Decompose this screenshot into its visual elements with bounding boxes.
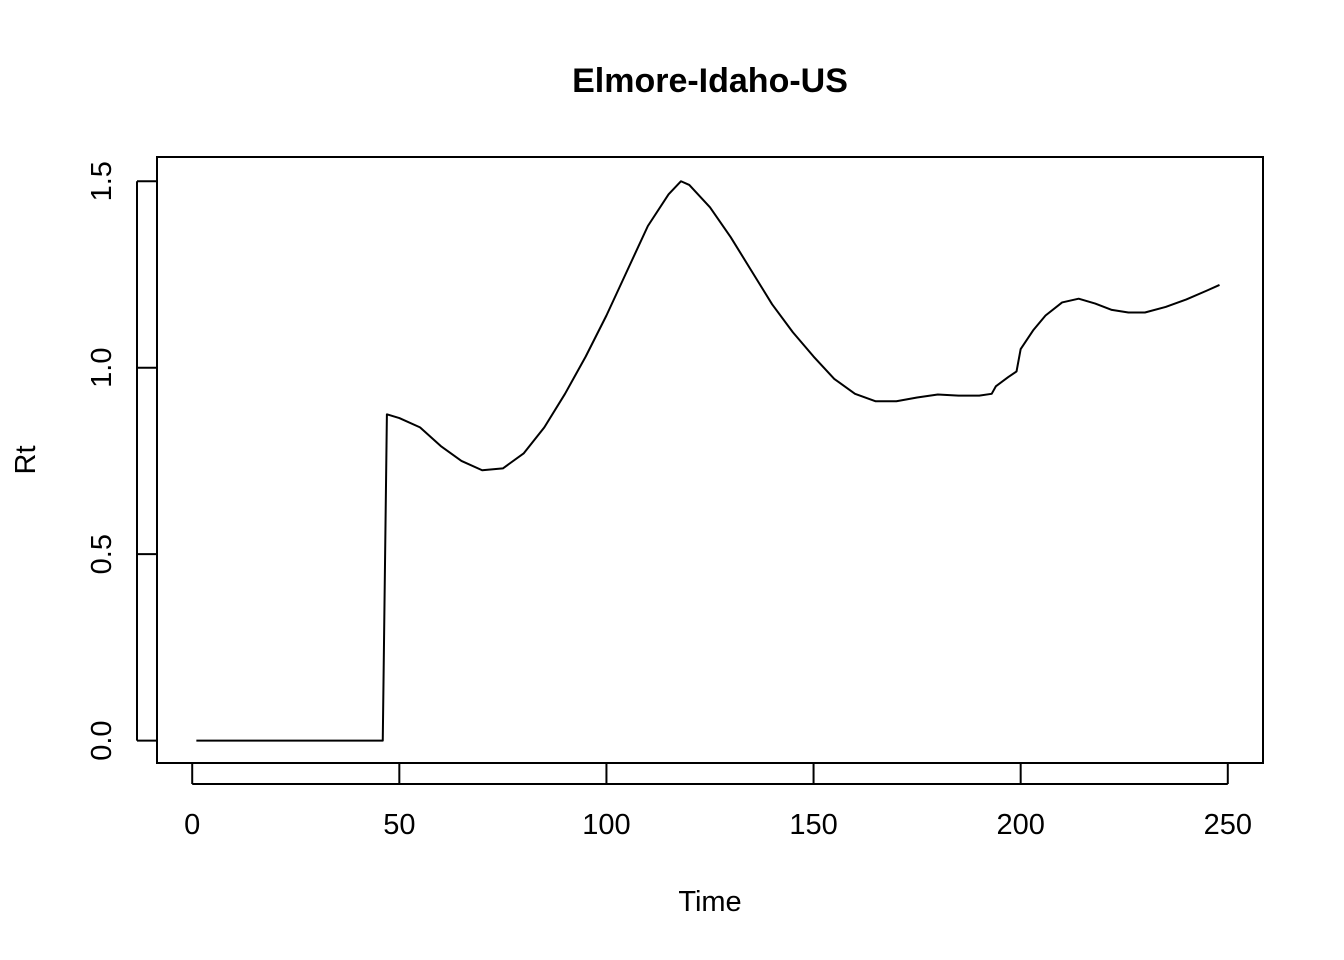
y-tick-label: 0.5	[86, 534, 118, 574]
y-tick-label: 1.0	[86, 348, 118, 388]
y-tick-label: 1.5	[86, 161, 118, 201]
x-axis: 0 50 100 150 200 250	[184, 764, 1252, 841]
plot-frame	[156, 156, 1264, 764]
chart-title: Elmore-Idaho-US	[572, 62, 848, 100]
x-tick-label: 150	[789, 809, 837, 841]
y-axis-label: Rt	[10, 446, 42, 475]
x-tick-label: 0	[184, 809, 200, 841]
rt-series-line	[196, 180, 1220, 742]
x-tick-label: 200	[996, 809, 1044, 841]
x-tick-label: 50	[383, 809, 415, 841]
y-axis: 0.0 0.5 1.0 1.5	[86, 161, 157, 761]
x-axis-label: Time	[678, 886, 741, 918]
x-tick-label: 100	[582, 809, 630, 841]
y-tick-label: 0.0	[86, 720, 118, 760]
x-tick-label: 250	[1204, 809, 1252, 841]
